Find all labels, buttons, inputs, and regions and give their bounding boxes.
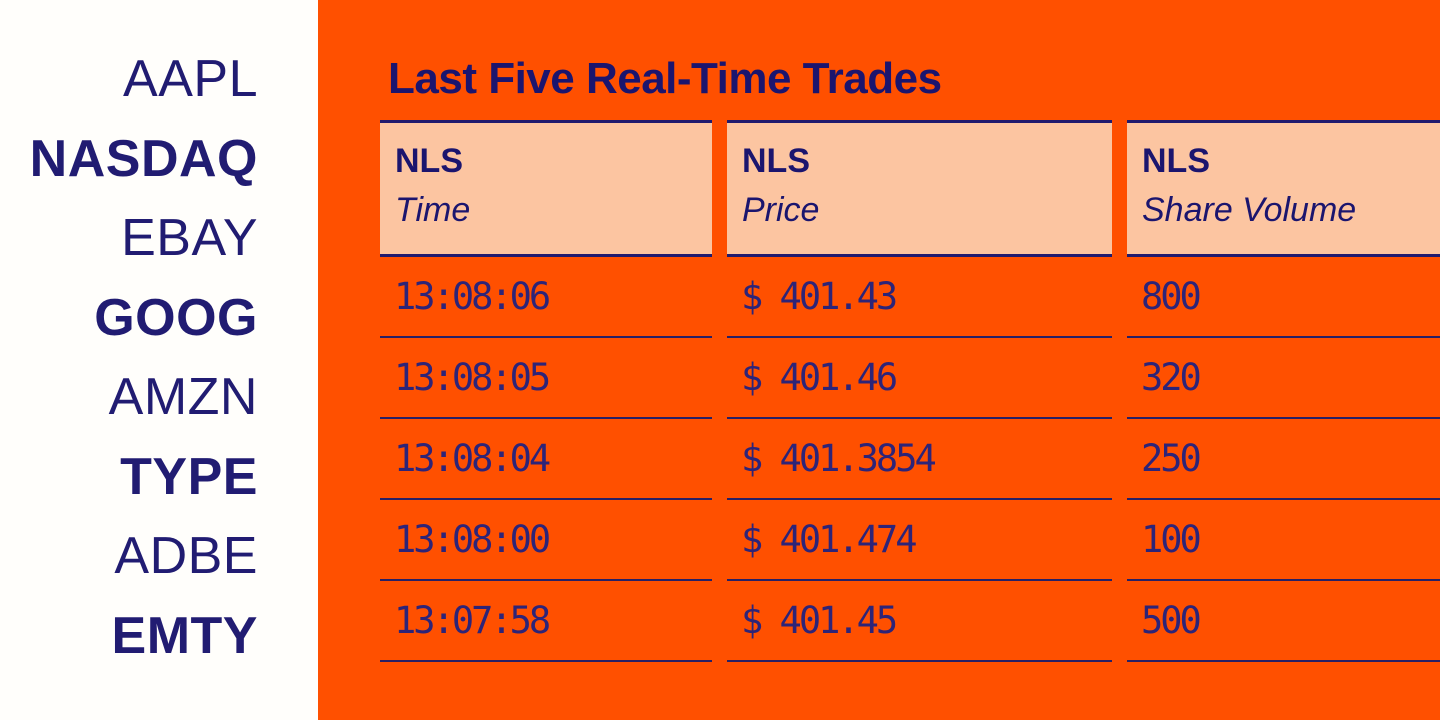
exchange-code: NLS bbox=[742, 142, 810, 180]
column-time: NLS Time 13:08:06 13:08:05 13:08:04 13:0… bbox=[380, 120, 712, 662]
ticker-item-type[interactable]: TYPE bbox=[120, 447, 258, 506]
trade-time-cell: 13:07:58 bbox=[380, 581, 712, 662]
column-share-volume: NLS Share Volume 800 320 250 100 500 bbox=[1127, 120, 1440, 662]
column-label-price: Price bbox=[742, 191, 820, 230]
watchlist-sidebar: AAPL NASDAQ EBAY GOOG AMZN TYPE ADBE EMT… bbox=[0, 0, 318, 720]
column-label-share-volume: Share Volume bbox=[1142, 191, 1357, 230]
column-header-share-volume: NLS Share Volume bbox=[1127, 120, 1440, 257]
trade-volume-cell: 100 bbox=[1127, 500, 1440, 581]
trade-time-cell: 13:08:06 bbox=[380, 257, 712, 338]
trade-price-cell: $ 401.45 bbox=[727, 581, 1112, 662]
trade-volume-cell: 320 bbox=[1127, 338, 1440, 419]
column-header-price: NLS Price bbox=[727, 120, 1112, 257]
trade-time-cell: 13:08:04 bbox=[380, 419, 712, 500]
trade-price-cell: $ 401.46 bbox=[727, 338, 1112, 419]
trade-volume-cell: 500 bbox=[1127, 581, 1440, 662]
exchange-code: NLS bbox=[395, 142, 463, 180]
ticker-item-goog[interactable]: GOOG bbox=[94, 288, 258, 347]
column-label-time: Time bbox=[395, 191, 471, 230]
panel-title: Last Five Real-Time Trades bbox=[388, 54, 942, 103]
ticker-item-adbe[interactable]: ADBE bbox=[114, 527, 258, 585]
ticker-item-emty[interactable]: EMTY bbox=[111, 606, 258, 665]
trades-panel: Last Five Real-Time Trades NLS Time 13:0… bbox=[318, 0, 1440, 720]
trade-volume-cell: 250 bbox=[1127, 419, 1440, 500]
ticker-item-nasdaq[interactable]: NASDAQ bbox=[29, 129, 258, 188]
column-header-time: NLS Time bbox=[380, 120, 712, 257]
trade-volume-cell: 800 bbox=[1127, 257, 1440, 338]
ticker-list: AAPL NASDAQ EBAY GOOG AMZN TYPE ADBE EMT… bbox=[30, 40, 258, 676]
trade-time-cell: 13:08:00 bbox=[380, 500, 712, 581]
trade-price-cell: $ 401.43 bbox=[727, 257, 1112, 338]
ticker-item-amzn[interactable]: AMZN bbox=[108, 368, 258, 426]
exchange-code: NLS bbox=[1142, 142, 1210, 180]
ticker-item-aapl[interactable]: AAPL bbox=[123, 50, 258, 108]
column-price: NLS Price $ 401.43 $ 401.46 $ 401.3854 $… bbox=[727, 120, 1112, 662]
trade-price-cell: $ 401.3854 bbox=[727, 419, 1112, 500]
ticker-item-ebay[interactable]: EBAY bbox=[121, 209, 258, 267]
trade-time-cell: 13:08:05 bbox=[380, 338, 712, 419]
trade-price-cell: $ 401.474 bbox=[727, 500, 1112, 581]
